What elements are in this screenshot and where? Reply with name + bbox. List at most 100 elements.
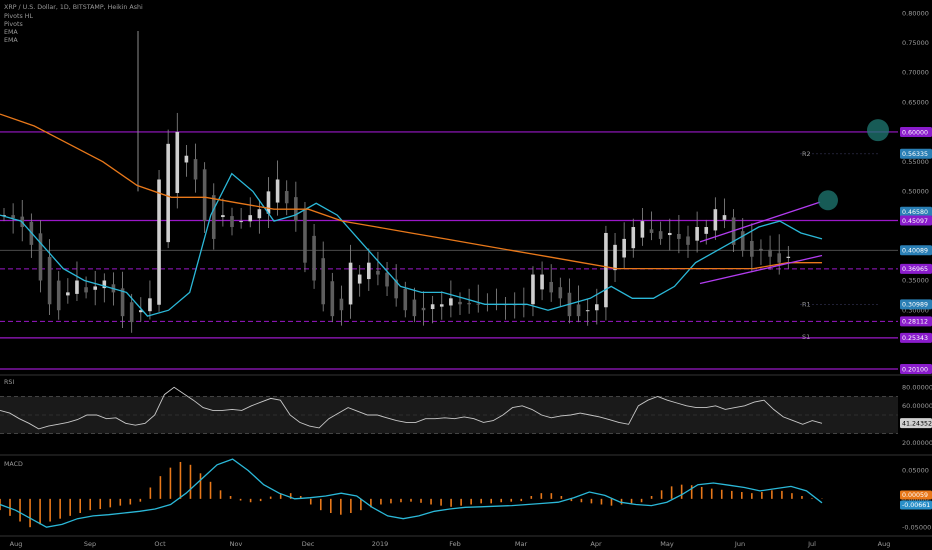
time-tick-label: Mar [515, 540, 528, 548]
candle-body [303, 209, 307, 263]
candle-body [166, 143, 170, 243]
candle-body [56, 280, 61, 311]
price-tag-label: 0.28112 [902, 319, 928, 326]
candles [2, 30, 791, 333]
price-tag-label: 0.25343 [902, 335, 928, 342]
candle-body [202, 169, 207, 222]
time-tick-label: Jun [734, 540, 745, 548]
chart-legend: XRP / U.S. Dollar, 1D, BITSTAMP, Heikin … [4, 4, 143, 44]
candle-body [248, 215, 253, 222]
candle-body [667, 232, 672, 236]
candle-body [458, 301, 462, 305]
ema-slow-line [0, 113, 822, 270]
price-tag-badge [900, 206, 932, 217]
candle-body [768, 249, 772, 257]
macd-title: MACD [4, 461, 23, 468]
time-tick-label: Oct [154, 540, 166, 548]
price-tag-label: 0.40089 [902, 248, 928, 255]
price-tag-label: 0.56335 [902, 151, 928, 158]
price-tag-label: 0.60000 [902, 129, 928, 136]
candle-body [239, 221, 243, 223]
macd-hist-badge [900, 490, 932, 500]
candle-body [221, 215, 225, 218]
rsi-tick-label: 60.00000 [902, 402, 932, 410]
candle-body [631, 227, 636, 249]
macd-signal-line [0, 458, 823, 528]
macd-line-value: -0.00661 [902, 502, 930, 509]
time-tick-label: Dec [302, 540, 315, 548]
price-tag-label: 0.36965 [902, 266, 928, 273]
candle-body [531, 274, 535, 305]
candle-body [184, 155, 189, 163]
candle-body [549, 281, 553, 293]
candle-body [658, 231, 663, 239]
candle-body [266, 191, 271, 214]
candle-body [84, 287, 88, 293]
price-tag-label: 0.45097 [902, 218, 928, 225]
candle-body [740, 231, 745, 251]
candle-body [330, 281, 335, 317]
candle-body [357, 274, 362, 284]
price-tick-label: 0.35000 [902, 277, 929, 285]
candle-body [613, 244, 617, 271]
candle-body [38, 233, 43, 281]
candle-body [759, 248, 763, 251]
price-tick-label: 0.50000 [902, 188, 929, 196]
candle-body [439, 304, 444, 307]
candle-body [622, 238, 626, 258]
candle-body [120, 288, 125, 317]
candle-body [376, 270, 380, 275]
price-tag-badge [900, 263, 932, 274]
time-tick-label: Aug [878, 540, 891, 548]
candle-body [576, 304, 581, 317]
rsi-value-label: 41.24352 [902, 420, 932, 427]
candle-body [695, 227, 699, 241]
price-tag-label: 0.20100 [902, 366, 928, 373]
time-tick-label: Nov [230, 540, 243, 548]
support-resistance-levels [0, 131, 898, 370]
candle-body [677, 234, 681, 239]
price-tag-badge [900, 148, 932, 159]
annotations: R2 R1 S1 [699, 119, 889, 341]
pivot-label: R1 [802, 300, 811, 308]
rsi-tick-label: 20.00000 [902, 439, 932, 447]
time-tick-label: 2019 [372, 540, 389, 548]
candle-body [367, 262, 371, 280]
candle-body [275, 179, 280, 203]
candle-body [585, 310, 590, 312]
time-tick-label: Sep [84, 540, 96, 548]
candle-body [640, 221, 645, 238]
candle-body [175, 131, 180, 193]
ema-lines [0, 113, 823, 317]
price-tag-badge [900, 215, 932, 226]
price-tag-label: 0.30989 [902, 302, 928, 309]
candle-body [75, 280, 79, 294]
price-tag-badge [900, 245, 932, 256]
price-tick-label: 0.70000 [902, 69, 929, 77]
time-tick-label: Jul [807, 540, 816, 548]
candle-body [777, 253, 781, 263]
macd-tick-label: -0.05000 [902, 523, 931, 531]
candle-body [394, 279, 398, 299]
legend-pivots: Pivots [4, 21, 23, 28]
candle-body [321, 258, 325, 305]
price-tags: 0.60000 0.56335 0.46580 0.45097 0.40089 0.369… [900, 126, 932, 375]
price-tick-label: 0.30000 [902, 306, 929, 314]
candle-body [385, 272, 389, 287]
candle-body [595, 304, 599, 311]
time-tick-label: Apr [590, 540, 602, 548]
candle-body [713, 209, 718, 231]
candle-body [604, 232, 608, 308]
candle-body [467, 303, 471, 305]
candle-body [257, 209, 262, 219]
rsi-line [0, 386, 823, 430]
candle-body [339, 298, 344, 311]
time-axis[interactable]: Aug Sep Oct Nov Dec 2019 Feb Mar Apr May Jun Jul Aug [10, 540, 891, 548]
candle-body [348, 262, 353, 305]
candle-body [540, 274, 544, 290]
legend-ema-1: EMA [4, 29, 18, 36]
candle-body [11, 215, 15, 219]
